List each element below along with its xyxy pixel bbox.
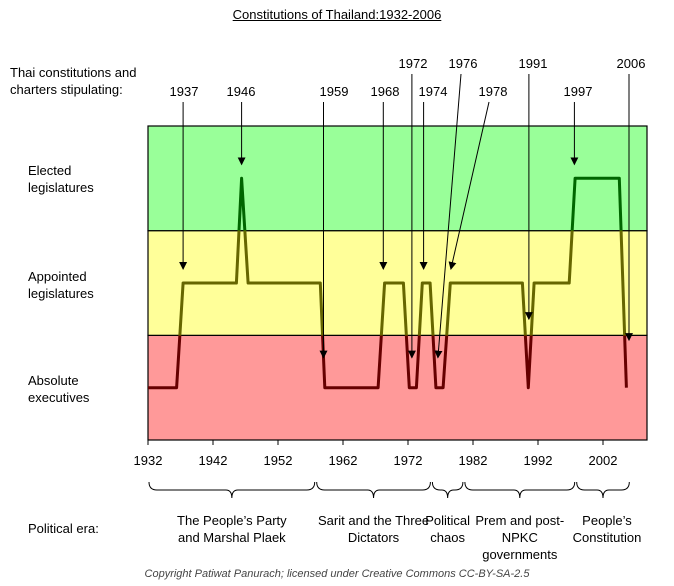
era-name: Prem and post-NPKC governments: [475, 513, 565, 562]
annotation-label-1974: 1974: [419, 84, 448, 99]
era-brace: [464, 481, 576, 499]
level-label-elected: Elected legislatures: [28, 163, 94, 195]
x-tick-label: 1992: [524, 453, 553, 468]
era-brace: [148, 481, 316, 499]
x-tick-label: 1952: [264, 453, 293, 468]
annotation-label-1946: 1946: [227, 84, 256, 99]
x-tick-label: 2002: [589, 453, 618, 468]
annotation-label-1959: 1959: [320, 84, 349, 99]
annotation-label-2006: 2006: [617, 56, 646, 71]
constitution-line: [148, 176, 628, 390]
era-brace: [576, 481, 630, 499]
annotation-label-1968: 1968: [371, 84, 400, 99]
x-tick-label: 1942: [199, 453, 228, 468]
era-name: Sarit and the Three Dictators: [318, 513, 430, 545]
copyright: Copyright Patiwat Panurach; licensed und…: [144, 568, 530, 580]
x-tick-label: 1972: [394, 453, 423, 468]
annotation-label-1991: 1991: [519, 56, 548, 71]
level-label-appointed: Appointed legislatures: [28, 269, 94, 301]
annotation-label-1978: 1978: [479, 84, 508, 99]
band-0: [147, 334, 648, 441]
annotation-arrow-1978: [448, 101, 490, 270]
annotation-label-1976: 1976: [449, 56, 478, 71]
level-label-absolute: Absolute executives: [28, 373, 90, 405]
era-name: People’s Constitution: [572, 513, 642, 545]
chart-title: Constitutions of Thailand:1932-2006: [232, 7, 442, 22]
annotation-arrow-1976: [434, 73, 462, 359]
era-brace: [316, 481, 431, 499]
era-brace: [431, 481, 464, 499]
annotation-label-1972: 1972: [399, 56, 428, 71]
annotation-label-1997: 1997: [564, 84, 593, 99]
era-label: Political era:: [28, 521, 99, 536]
y-axis-title: Thai constitutions and charters stipulat…: [10, 65, 137, 97]
annotation-label-1937: 1937: [170, 84, 199, 99]
era-name: The People’s Party and Marshal Plaek: [177, 513, 287, 545]
x-tick-label: 1982: [459, 453, 488, 468]
x-tick-label: 1932: [134, 453, 163, 468]
x-tick-label: 1962: [329, 453, 358, 468]
era-name: Political chaos: [425, 513, 471, 545]
band-2: [147, 125, 648, 232]
